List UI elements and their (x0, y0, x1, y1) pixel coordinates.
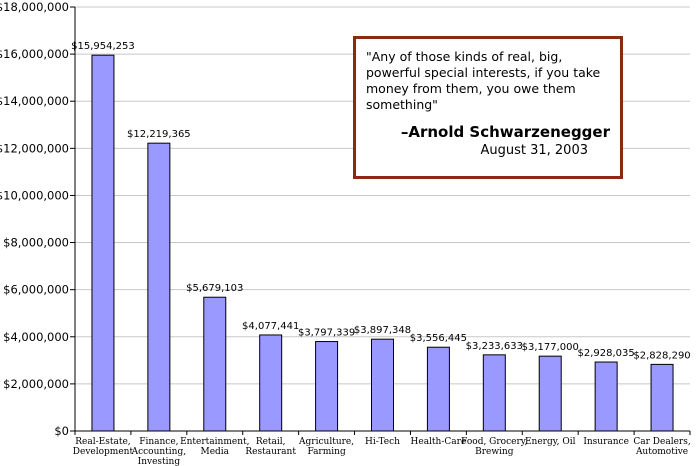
y-axis: $0 $2,000,000 $4,000,000 $6,000,000 $8,000,0… (0, 0, 76, 438)
quote-author: –Arnold Schwarzenegger (400, 123, 610, 141)
category-label: Agriculture, Farming (298, 437, 354, 457)
quote-date: August 31, 2003 (480, 143, 588, 158)
category-label-line: Health-Care (411, 437, 467, 447)
bar-value-label: $5,679,103 (186, 283, 243, 294)
category-label-line: Automotive (635, 447, 688, 457)
category-label: Retail, Restaurant (245, 437, 296, 457)
bar (482, 354, 506, 432)
y-tick-label: $2,000,000 (3, 377, 69, 391)
category-label-line: Real-Estate, (75, 437, 130, 447)
bar-value-label: $4,077,441 (242, 321, 299, 332)
quote-text: "Any of those kinds of real, big, powerf… (366, 49, 601, 112)
bar (538, 355, 562, 432)
y-tick-label: $10,000,000 (0, 188, 69, 202)
category-label: Energy, Oil (525, 437, 576, 447)
bar (147, 142, 171, 432)
category-label: Hi-Tech (365, 437, 400, 447)
category-label-line: Finance, (139, 437, 178, 447)
bar (371, 338, 394, 432)
category-label: Car Dealers, Automotive (633, 437, 690, 457)
category-label-line: Hi-Tech (365, 437, 400, 447)
category-label-line: Media (200, 447, 229, 457)
bar (259, 334, 283, 432)
y-tick-label: $4,000,000 (3, 330, 69, 344)
bar-value-label: $3,897,348 (354, 325, 411, 336)
bar-value-label: $3,233,633 (466, 341, 523, 352)
bar (594, 361, 618, 432)
category-label: Entertainment, Media (180, 437, 249, 457)
category-label: Health-Care (411, 437, 467, 447)
y-tick-label: $12,000,000 (0, 141, 69, 155)
category-label-line: Insurance (583, 437, 629, 447)
category-label: Insurance (583, 437, 629, 447)
y-tick-label: $6,000,000 (3, 283, 69, 297)
bar-value-label: $2,928,035 (578, 348, 635, 359)
bar-value-label: $3,556,445 (410, 333, 467, 344)
category-label-line: Retail, (256, 437, 286, 447)
bar-value-label: $3,797,339 (298, 328, 355, 339)
bar (203, 296, 227, 432)
category-label-line: Brewing (475, 447, 514, 457)
category-label-line: Accounting, (131, 447, 187, 457)
bar-value-label: $2,828,290 (633, 350, 690, 361)
category-label-line: Agriculture, (298, 437, 354, 447)
category-label-line: Development (73, 447, 134, 457)
category-label-line: Restaurant (245, 447, 296, 457)
category-label-line: Energy, Oil (525, 437, 576, 447)
bars: $15,954,253 $12,219,365 $5,679,103 $4,077,4… (71, 41, 691, 432)
bar (426, 346, 450, 432)
category-label-line: Investing (138, 457, 181, 466)
quote-box: "Any of those kinds of real, big, powerf… (353, 36, 623, 179)
y-tick-label: $18,000,000 (0, 0, 69, 14)
bar-value-label: $12,219,365 (127, 129, 191, 140)
category-label-line: Food, Grocery, (461, 437, 527, 447)
bar (315, 341, 339, 432)
bar (650, 363, 674, 432)
bar-value-label: $15,954,253 (71, 41, 135, 52)
category-label-line: Entertainment, (180, 437, 249, 447)
category-label: Food, Grocery, Brewing (461, 437, 527, 457)
y-tick-label: $14,000,000 (0, 94, 69, 108)
y-tick-label: $8,000,000 (3, 236, 69, 250)
y-tick-label: $16,000,000 (0, 47, 69, 61)
category-label-line: Farming (307, 447, 346, 457)
bar-value-label: $3,177,000 (522, 342, 579, 353)
category-label: Finance, Accounting, Investing (131, 437, 187, 466)
category-label-line: Car Dealers, (633, 437, 690, 447)
y-tick-label: $0 (54, 424, 69, 438)
category-label: Real-Estate, Development (73, 437, 134, 457)
bar (91, 54, 115, 432)
